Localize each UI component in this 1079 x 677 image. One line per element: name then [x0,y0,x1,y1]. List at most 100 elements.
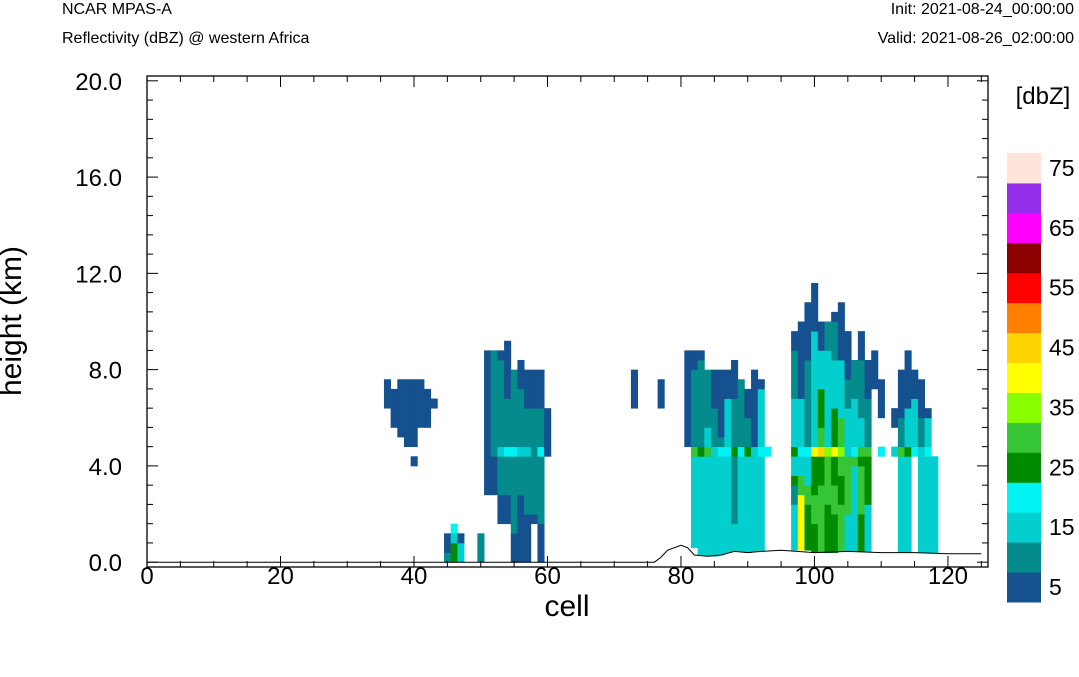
reflectivity-cell [510,533,518,563]
y-tick-label: 4.0 [89,454,122,481]
y-tick-label: 0.0 [89,550,122,577]
reflectivity-cell [537,523,545,563]
reflectivity-cell [450,533,458,544]
reflectivity-cell [697,360,705,409]
reflectivity-cell [831,446,839,457]
reflectivity-cell [737,379,745,448]
reflectivity-cell [410,379,418,448]
y-tick-label: 12.0 [75,261,122,288]
reflectivity-cell [897,456,905,553]
reflectivity-cell [857,456,865,467]
reflectivity-cell [797,475,805,496]
reflectivity-cell [857,417,865,448]
reflectivity-cell [717,465,725,556]
reflectivity-cell [811,398,819,448]
reflectivity-cell [403,379,412,448]
reflectivity-cell [764,446,772,457]
reflectivity-cell [851,360,859,399]
x-tick-label: 60 [534,563,561,590]
reflectivity-cell [864,504,872,552]
reflectivity-cell [857,446,865,457]
reflectivity-cell [904,350,912,409]
reflectivity-cell [517,388,525,448]
reflectivity-cell [917,456,925,553]
reflectivity-cell [831,321,839,361]
reflectivity-cell [804,485,812,505]
reflectivity-cell [864,398,872,448]
colorbar-swatch [1007,362,1041,393]
colorbar-swatch [1007,212,1041,244]
reflectivity-cell [824,350,832,399]
plot-frame [146,75,989,568]
reflectivity-cell [517,533,525,563]
colorbar-label: 15 [1049,514,1075,540]
reflectivity-cell [697,446,705,457]
reflectivity-cell [704,427,712,448]
colorbar-swatch [1007,302,1041,334]
colorbar-swatch [1007,332,1041,364]
y-tick-label: 16.0 [75,165,122,192]
reflectivity-cell [851,446,859,457]
reflectivity-cell [817,427,825,448]
reflectivity-cell [751,369,759,448]
reflectivity-cell [717,446,725,457]
colorbar-swatch [1007,272,1041,304]
x-tick-label: 20 [267,563,294,590]
x-tick-label: 100 [794,563,834,590]
reflectivity-cell [383,379,392,409]
reflectivity-cell [831,485,839,515]
reflectivity-cell [484,456,492,496]
reflectivity-cell [817,485,825,515]
reflectivity-cell [791,504,799,551]
colorbar-label: 5 [1049,574,1062,600]
reflectivity-cell [711,369,719,409]
field-subtitle: Reflectivity (dBZ) @ western Africa [62,30,310,47]
reflectivity-cell [904,446,912,457]
reflectivity-cell [804,504,812,551]
colorbar-unit-label: [dbZ] [1016,83,1071,110]
reflectivity-cell [877,379,885,419]
reflectivity-cell [931,533,939,553]
reflectivity-cell [804,456,812,486]
reflectivity-cell [797,398,805,448]
reflectivity-cell [530,369,538,409]
reflectivity-cell [931,456,939,534]
reflectivity-cell [857,360,865,419]
reflectivity-cell [390,388,398,428]
reflectivity-cell [717,456,725,467]
reflectivity-cell [717,437,725,448]
reflectivity-cell [497,494,505,525]
reflectivity-cell [450,542,458,563]
reflectivity-cell [917,379,925,419]
reflectivity-cell [724,398,732,448]
x-axis: 0 20 40 60 80 100 120 [140,76,982,590]
reflectivity-cell [831,311,839,322]
reflectivity-cell [891,446,899,457]
reflectivity-cell [831,408,839,448]
reflectivity-cell [911,446,919,457]
reflectivity-cell [504,350,512,399]
reflectivity-cell [704,456,712,557]
reflectivity-cell [891,408,899,428]
reflectivity-cell [757,456,765,552]
reflectivity-cell [871,350,879,390]
reflectivity-cell [911,398,919,448]
reflectivity-cell [504,340,512,351]
colorbar-swatch [1007,242,1041,274]
reflectivity-cell [630,369,638,409]
reflectivity-cell [504,456,512,496]
reflectivity-cell [517,456,525,496]
reflectivity-cell [924,417,932,448]
reflectivity-cell [711,456,719,557]
reflectivity-cell [851,398,859,448]
colorbar-label: 55 [1049,275,1075,301]
reflectivity-cell [744,388,752,419]
reflectivity-cell [817,514,825,553]
reflectivity-cell [824,446,832,457]
plot-border [146,75,989,568]
reflectivity-cell [757,379,765,390]
reflectivity-cell [804,398,812,448]
reflectivity-cell [530,408,538,448]
reflectivity-cell [837,504,845,552]
reflectivity-cell [504,446,512,457]
